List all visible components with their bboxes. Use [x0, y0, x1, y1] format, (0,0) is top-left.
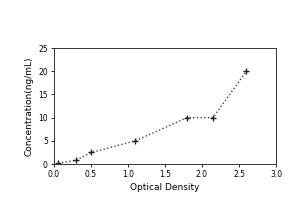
Y-axis label: Concentration(ng/mL): Concentration(ng/mL) [25, 56, 34, 156]
X-axis label: Optical Density: Optical Density [130, 183, 200, 192]
